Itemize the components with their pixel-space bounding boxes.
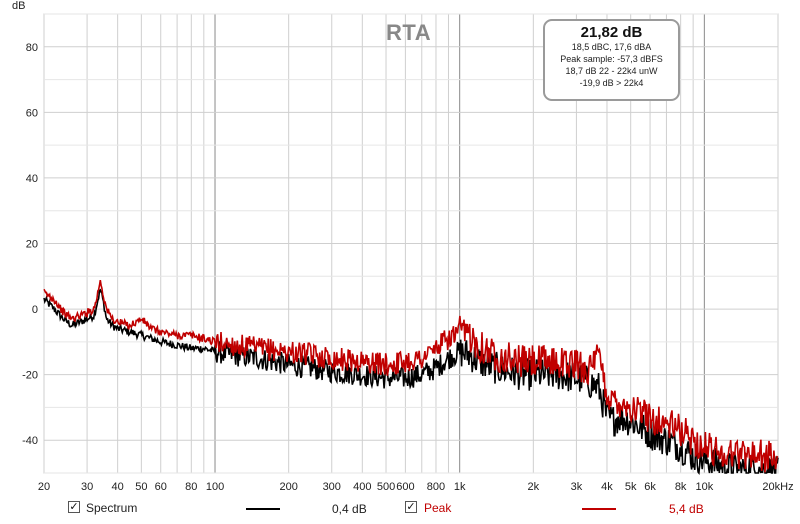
x-tick-label: 10k [695,481,713,493]
x-tick-label: 200 [279,481,297,493]
x-tick-label: 3k [571,481,583,493]
y-tick-label: 20 [26,239,38,251]
chart-plot: 20 30 40 50 60 80 100 200 300 400 500 600 800 1k 2k 3k 4… [22,13,794,493]
x-tick-label: 600 [396,481,414,493]
x-tick-label: 100 [206,481,224,493]
spectrum-line-swatch [246,508,280,510]
y-tick-label: 80 [26,42,38,54]
x-tick-label: 4k [601,481,613,493]
y-tick-label: -40 [22,435,38,447]
peak-label: Peak [424,501,452,515]
spectrum-label: Spectrum [86,501,138,515]
x-tick-label: 50 [135,481,147,493]
x-tick-label: 20kHz [762,481,793,493]
x-tick-label: 5k [625,481,637,493]
x-tick-label: 40 [112,481,124,493]
rta-chart: 20 30 40 50 60 80 100 200 300 400 500 600 800 1k 2k 3k 4… [12,0,794,493]
x-tick-label: 800 [427,481,445,493]
y-tick-label: 0 [32,304,38,316]
x-tick-label: 60 [155,481,167,493]
x-tick-label: 500 [377,481,395,493]
peak-checkbox[interactable]: ✓ [405,501,417,513]
spectrum-offset[interactable]: 0,4 dB [332,502,367,516]
spectrum-checkbox[interactable]: ✓ [68,501,80,513]
level-above-band: -19,9 dB > 22k4 [579,78,644,88]
peak-offset[interactable]: 5,4 dB [669,502,704,516]
level-weighted: 18,5 dBC, 17,6 dBA [571,42,652,52]
level-main-value: 21,82 dB [580,24,643,41]
y-axis-label: dB [12,0,26,12]
x-tick-label: 20 [38,481,50,493]
level-peak-sample: Peak sample: -57,3 dBFS [560,54,663,64]
series-line-peak [43,279,779,473]
peak-line-swatch [582,508,616,510]
y-tick-label: -20 [22,370,38,382]
x-tick-label: 300 [323,481,341,493]
level-info-box[interactable]: 21,82 dB 18,5 dBC, 17,6 dBA Peak sample:… [543,19,680,101]
x-tick-label: 80 [185,481,197,493]
x-tick-label: 400 [353,481,371,493]
x-tick-label: 6k [644,481,656,493]
x-tick-label: 1k [454,481,466,493]
level-band-unweighted: 18,7 dB 22 - 22k4 unW [565,66,658,76]
x-tick-label: 30 [81,481,93,493]
y-tick-label: 40 [26,173,38,185]
chart-title: RTA [386,20,432,45]
legend: ✓ Spectrum 0,4 dB ✓ Peak 5,4 dB [0,496,800,524]
y-tick-label: 60 [26,107,38,119]
x-tick-label: 2k [528,481,540,493]
x-tick-label: 8k [675,481,687,493]
